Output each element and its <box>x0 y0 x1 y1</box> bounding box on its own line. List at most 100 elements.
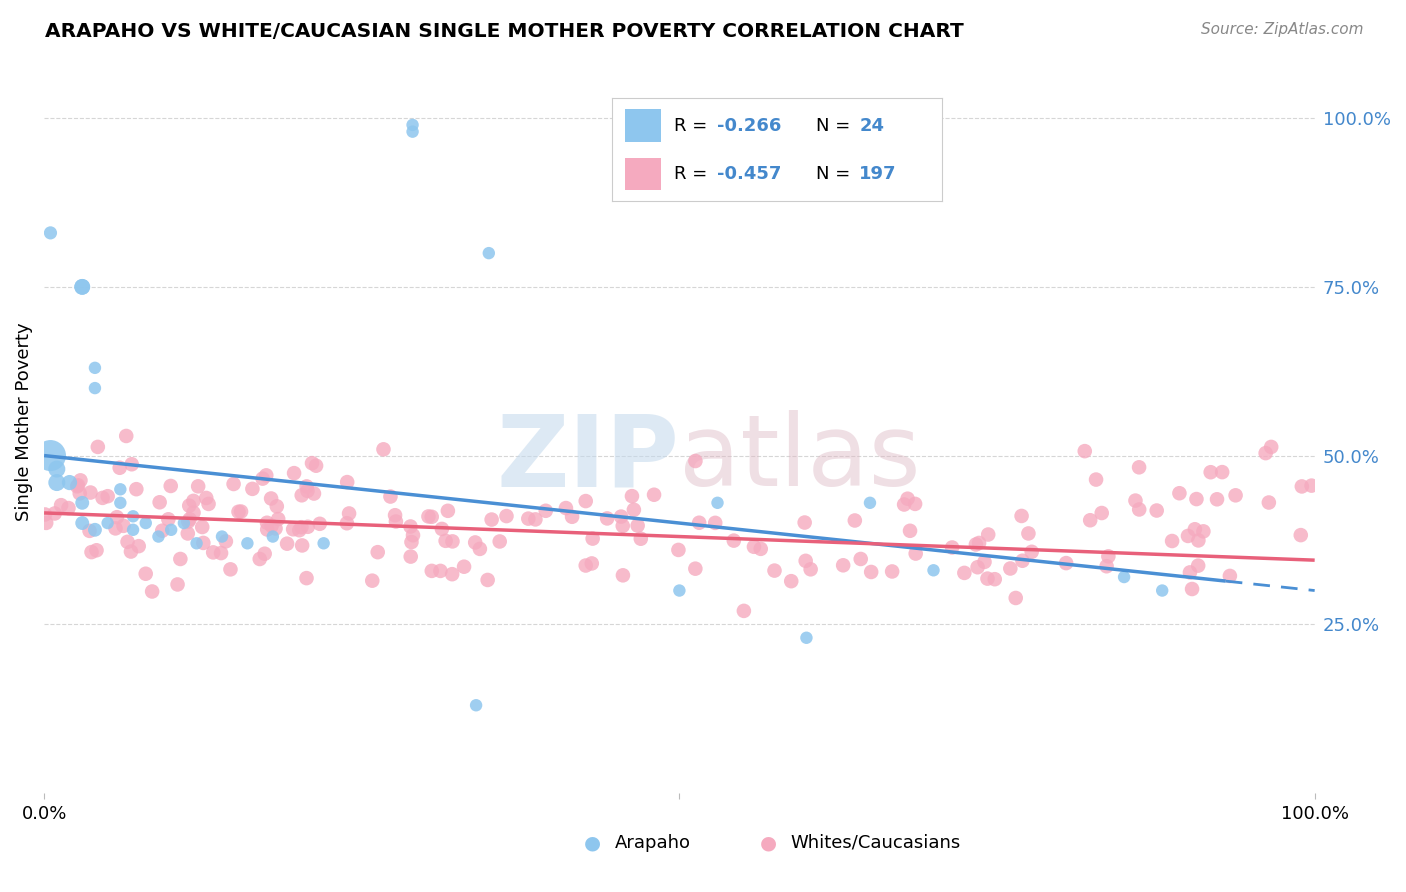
Point <box>984 572 1007 586</box>
Point <box>385 515 408 529</box>
Point <box>465 698 488 713</box>
Point <box>610 509 633 524</box>
Point <box>897 491 920 506</box>
Point <box>706 496 728 510</box>
Point <box>104 521 127 535</box>
Point <box>1199 465 1222 479</box>
Point <box>67 478 90 492</box>
Point <box>157 512 180 526</box>
Point <box>70 496 93 510</box>
Point <box>187 479 209 493</box>
Point <box>141 584 163 599</box>
Point <box>177 526 200 541</box>
Point <box>402 528 425 542</box>
Text: ZIP: ZIP <box>496 410 679 508</box>
Point <box>860 565 883 579</box>
Point <box>308 516 330 531</box>
Point <box>437 504 460 518</box>
Point <box>793 516 815 530</box>
Point <box>45 475 67 490</box>
Point <box>1185 491 1208 506</box>
Point <box>849 552 872 566</box>
Point <box>399 519 422 533</box>
Point <box>249 552 271 566</box>
Point <box>122 523 145 537</box>
Point <box>87 440 110 454</box>
Point <box>112 519 135 533</box>
Point <box>191 520 214 534</box>
Point <box>150 524 173 538</box>
Point <box>596 511 619 525</box>
Point <box>555 501 578 516</box>
Point <box>612 519 634 533</box>
Point <box>704 516 727 530</box>
Point <box>429 564 451 578</box>
Point <box>630 532 652 546</box>
Point <box>1054 556 1077 570</box>
Point <box>973 555 995 569</box>
Point <box>893 498 915 512</box>
Point <box>91 491 114 505</box>
Point <box>796 631 818 645</box>
Point <box>844 514 866 528</box>
Text: N =: N = <box>817 117 856 135</box>
Point <box>97 516 120 530</box>
Point <box>481 512 503 526</box>
Point <box>1184 522 1206 536</box>
Point <box>401 535 423 549</box>
Point <box>742 540 765 554</box>
Point <box>581 557 603 571</box>
Point <box>1168 486 1191 500</box>
Text: Whites/Caucasians: Whites/Caucasians <box>790 834 962 852</box>
Point <box>1074 444 1097 458</box>
Point <box>183 506 205 520</box>
Point <box>260 518 283 533</box>
Text: -0.457: -0.457 <box>717 165 782 183</box>
Point <box>281 522 304 536</box>
Point <box>110 496 132 510</box>
Point <box>904 497 927 511</box>
Point <box>1125 493 1147 508</box>
Point <box>242 482 264 496</box>
Point <box>45 462 67 476</box>
Y-axis label: Single Mother Poverty: Single Mother Poverty <box>15 323 32 521</box>
Point <box>977 527 1000 541</box>
Point <box>58 475 80 490</box>
Point <box>122 509 145 524</box>
Point <box>267 512 290 526</box>
Point <box>215 534 238 549</box>
Point <box>1219 569 1241 583</box>
Point <box>183 494 205 508</box>
Point <box>643 488 665 502</box>
Point <box>121 457 143 471</box>
Point <box>110 483 132 497</box>
Point <box>1004 591 1026 605</box>
Point <box>575 558 598 573</box>
Point <box>794 554 817 568</box>
Point <box>69 486 91 500</box>
Point <box>1254 446 1277 460</box>
Point <box>58 501 80 516</box>
Point <box>384 508 406 523</box>
Point <box>266 500 288 514</box>
Point <box>209 546 232 560</box>
Point <box>177 515 200 529</box>
Point <box>1178 566 1201 580</box>
Point <box>336 516 359 531</box>
Point <box>534 504 557 518</box>
Point <box>1206 492 1229 507</box>
Point <box>468 541 491 556</box>
Point <box>312 536 335 550</box>
Point <box>236 536 259 550</box>
Point <box>228 505 250 519</box>
Point <box>1289 528 1312 542</box>
Point <box>70 280 93 294</box>
Point <box>297 520 319 534</box>
Point <box>524 512 547 526</box>
Point <box>373 442 395 457</box>
Point <box>1187 558 1209 573</box>
Point <box>1000 561 1022 575</box>
Point <box>1225 488 1247 502</box>
Point <box>668 583 690 598</box>
Point <box>39 226 62 240</box>
